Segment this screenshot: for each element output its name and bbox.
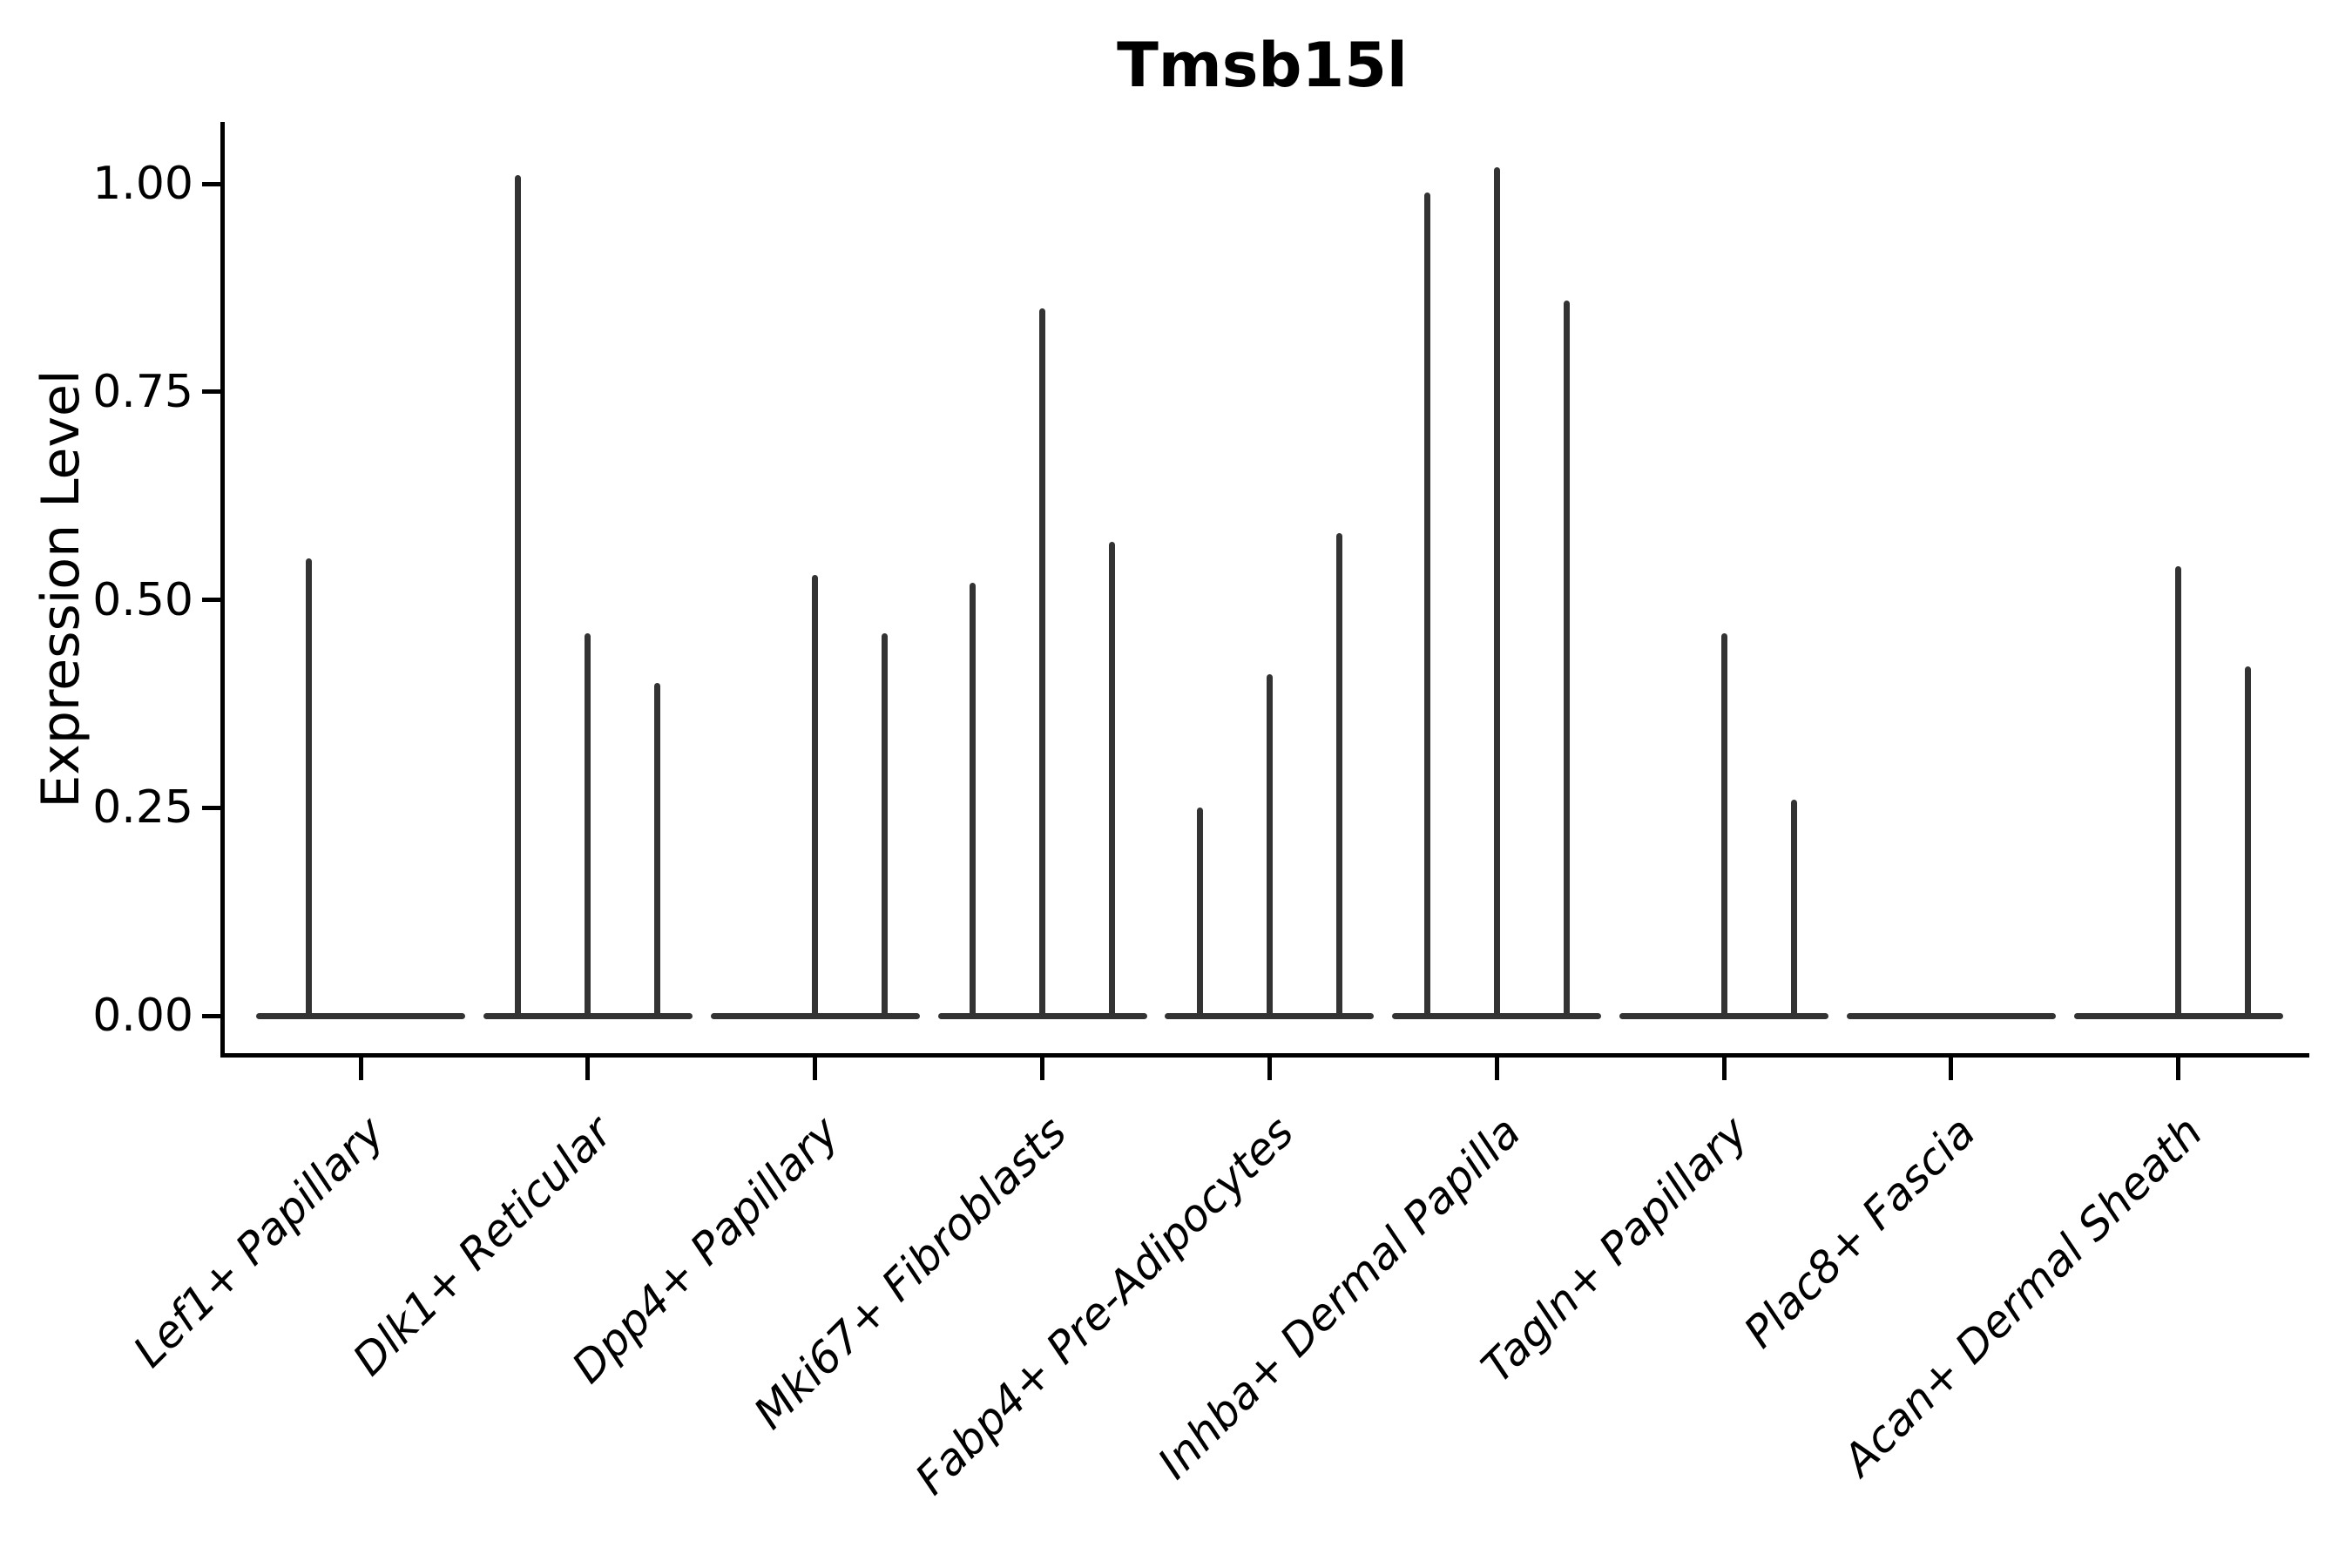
x-category-label: Fabp4+ Pre-Adipocytes xyxy=(905,1106,1303,1505)
violin-baseline xyxy=(2073,1012,2283,1019)
violin-baseline xyxy=(483,1012,693,1019)
y-tick-mark xyxy=(202,598,225,602)
x-category-label: Acan+ Dermal Sheath xyxy=(1833,1106,2213,1486)
y-tick-mark xyxy=(202,389,225,395)
violin-spike xyxy=(1196,808,1203,1016)
violin-spike xyxy=(812,574,819,1016)
violin-baseline xyxy=(1392,1012,1602,1019)
y-axis-spine xyxy=(220,122,225,1058)
violin-baseline xyxy=(937,1012,1147,1019)
violin-baseline xyxy=(1619,1012,1829,1019)
x-category-label: Lef1+ Papillary xyxy=(124,1106,395,1377)
y-tick-label: 0.75 xyxy=(92,365,193,418)
x-tick-mark xyxy=(1267,1056,1272,1080)
violin-baseline xyxy=(1165,1012,1375,1019)
violin-spike xyxy=(2175,566,2182,1016)
x-tick-mark xyxy=(358,1056,363,1080)
y-tick-label: 0.50 xyxy=(92,573,193,626)
y-tick-label: 0.25 xyxy=(92,781,193,835)
violin-spike xyxy=(970,583,977,1016)
violin-spike xyxy=(515,175,522,1016)
x-axis-spine xyxy=(220,1053,2309,1058)
violin-spike xyxy=(1423,192,1430,1016)
x-tick-mark xyxy=(813,1056,818,1080)
x-tick-mark xyxy=(1040,1056,1045,1080)
x-tick-mark xyxy=(2176,1056,2181,1080)
y-tick-mark xyxy=(202,805,225,810)
violin-spike xyxy=(305,558,312,1016)
x-category-label: Inhba+ Dermal Papilla xyxy=(1148,1106,1531,1489)
violin-spike xyxy=(585,632,591,1016)
violin-spike xyxy=(1720,632,1727,1016)
violin-baseline xyxy=(1846,1012,2056,1019)
x-tick-mark xyxy=(585,1056,591,1080)
violin-spike xyxy=(882,632,889,1016)
y-tick-mark xyxy=(202,1013,225,1018)
x-category-label: Plac8+ Fascia xyxy=(1734,1106,1985,1358)
violin-spike xyxy=(1039,308,1046,1016)
x-tick-mark xyxy=(1721,1056,1727,1080)
violin-spike xyxy=(1493,166,1500,1016)
y-tick-mark xyxy=(202,181,225,186)
x-tick-mark xyxy=(1494,1056,1499,1080)
violin-spike xyxy=(1109,541,1116,1016)
violin-baseline xyxy=(256,1012,465,1019)
violin-baseline xyxy=(710,1012,920,1019)
x-tick-mark xyxy=(1949,1056,1954,1080)
y-tick-label: 0.00 xyxy=(92,990,193,1042)
violin-spike xyxy=(654,683,661,1016)
violin-spike xyxy=(2245,666,2252,1016)
violin-spike xyxy=(1266,674,1273,1016)
plot-title: Tmsb15l xyxy=(1117,30,1408,101)
violin-spike xyxy=(1790,799,1797,1016)
violin-spike xyxy=(1563,300,1570,1016)
y-tick-label: 1.00 xyxy=(92,158,193,210)
violin-spike xyxy=(1335,533,1342,1016)
